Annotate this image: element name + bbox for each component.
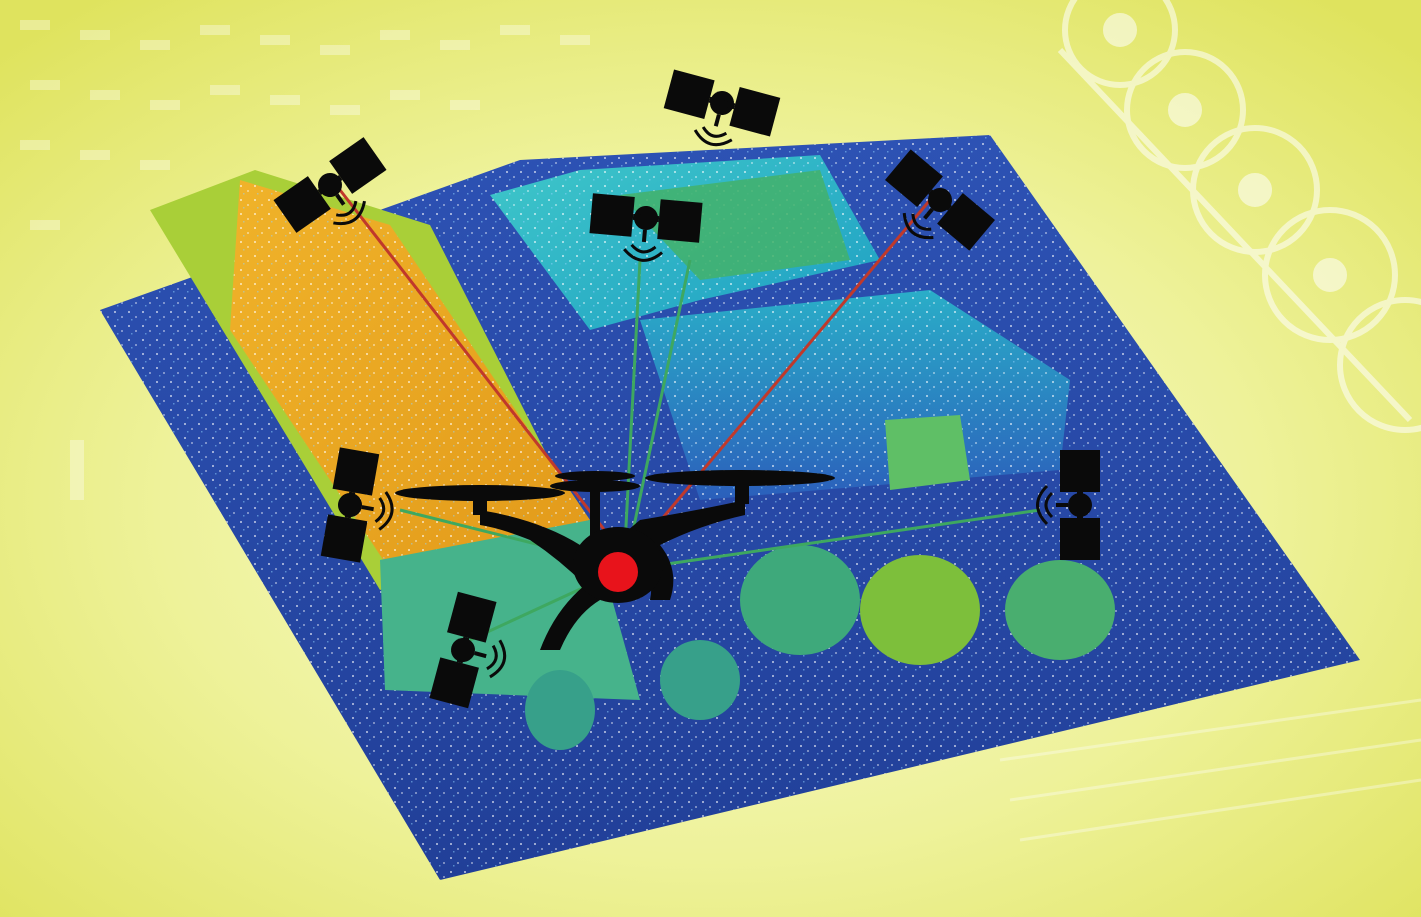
drone-position-marker <box>598 552 638 592</box>
clear-signal-line <box>469 578 601 642</box>
background-road-lines <box>999 698 1421 842</box>
pointcloud-building-green-block <box>885 415 970 490</box>
clear-signal-line <box>659 508 1041 567</box>
pointcloud-trees <box>525 545 1115 750</box>
background-stadium-pattern <box>1057 0 1421 433</box>
signal-lines <box>338 189 1041 642</box>
blocked-signal-line <box>638 199 932 546</box>
clear-signal-line <box>628 259 692 546</box>
pointcloud-building-green-roof <box>620 170 850 280</box>
clear-signal-line <box>623 259 642 546</box>
background-building-pattern <box>20 20 590 500</box>
